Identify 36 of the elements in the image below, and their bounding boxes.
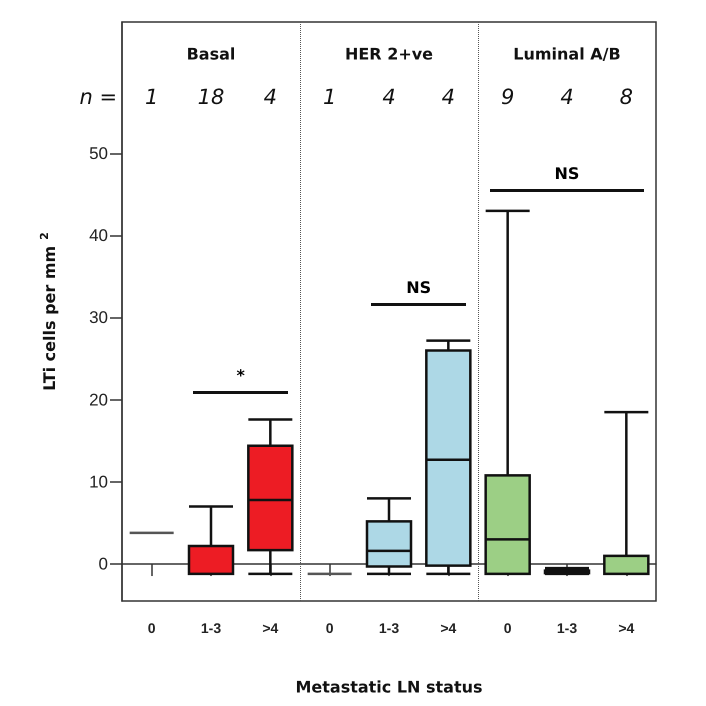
annotation: 4: [442, 85, 456, 109]
annotation: 8: [620, 85, 634, 109]
annotation: NS: [554, 164, 580, 184]
text: n =: [79, 85, 118, 109]
x-tick-label: >4: [262, 620, 279, 636]
annotation: 4: [560, 85, 574, 109]
x-tick-label: 0: [148, 620, 156, 636]
y-tick-label: 20: [89, 390, 108, 410]
x-tick-label: 1-3: [556, 620, 578, 636]
annotation: 4: [264, 85, 278, 109]
annotation: 1: [144, 85, 158, 109]
x-tick-label: 1-3: [200, 620, 222, 636]
x-tick-label: >4: [618, 620, 635, 636]
annotation: NS: [405, 278, 432, 298]
x-tick-label: 0: [326, 620, 334, 636]
bracket: NS: [371, 278, 466, 306]
x-tick-label: >4: [440, 620, 457, 636]
y-axis-title: LTi cells per mm2: [38, 232, 59, 391]
y-tick-label: 50: [89, 144, 108, 163]
x-tick-label: 0: [504, 620, 512, 636]
annotation: *: [235, 366, 246, 386]
annotation: 4: [382, 85, 396, 109]
annotation: HER 2+ve: [344, 44, 434, 64]
annotation: 18: [198, 85, 224, 109]
bracket: *: [193, 366, 288, 394]
x-tick-label: 1-3: [378, 620, 400, 636]
annotation: 9: [500, 85, 514, 109]
annotation: 1: [322, 85, 336, 109]
y-tick-label: 10: [89, 472, 108, 492]
x-axis-title: Metastatic LN status: [295, 678, 483, 696]
y-tick-label: 30: [89, 308, 108, 328]
annotation: Basal: [186, 44, 236, 64]
y-tick-label: 0: [98, 554, 108, 574]
annotation: Luminal A/B: [513, 44, 621, 64]
bracket: NS: [490, 164, 644, 192]
y-tick-label: 40: [89, 226, 108, 246]
